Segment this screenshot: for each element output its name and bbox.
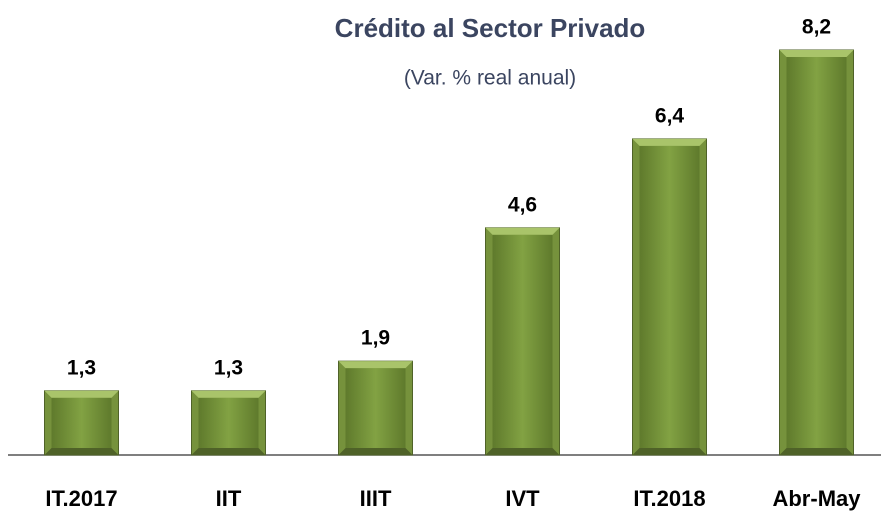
x-tick-label: IIIT: [360, 486, 392, 511]
bar-bevel-bottom: [485, 448, 560, 455]
bar-bevel-top: [191, 390, 266, 398]
x-tick-label: IT.2018: [633, 486, 705, 511]
x-tick-label: Abr-May: [772, 486, 861, 511]
chart-title: Crédito al Sector Privado: [335, 13, 646, 43]
bar-bevel-top: [338, 361, 413, 369]
bar-face: [492, 234, 553, 448]
bar-bevel-top: [44, 390, 119, 398]
bar-face: [345, 368, 406, 448]
bar-bevel-top: [485, 227, 560, 235]
value-label: 6,4: [655, 104, 685, 127]
bar-face: [198, 397, 259, 448]
x-tick-label: IIT: [216, 486, 242, 511]
value-label: 1,3: [214, 356, 243, 379]
chart-subtitle: (Var. % real anual): [404, 67, 576, 90]
bar-bevel-top: [779, 50, 854, 57]
bar-face: [51, 397, 112, 448]
bar-bevel-bottom: [338, 448, 413, 455]
bar-bevel-bottom: [632, 448, 707, 455]
bar-face: [639, 145, 700, 448]
value-label: 4,6: [508, 193, 537, 216]
value-label: 1,9: [361, 327, 390, 350]
value-label: 1,3: [67, 356, 96, 379]
bar-face: [786, 57, 847, 448]
bar-bevel-top: [632, 138, 707, 146]
bar-bevel-bottom: [44, 448, 119, 455]
value-label: 8,2: [802, 16, 831, 39]
bar-bevel-bottom: [191, 448, 266, 455]
x-tick-label: IVT: [505, 486, 540, 511]
bar-bevel-bottom: [779, 448, 854, 455]
x-tick-label: IT.2017: [45, 486, 117, 511]
